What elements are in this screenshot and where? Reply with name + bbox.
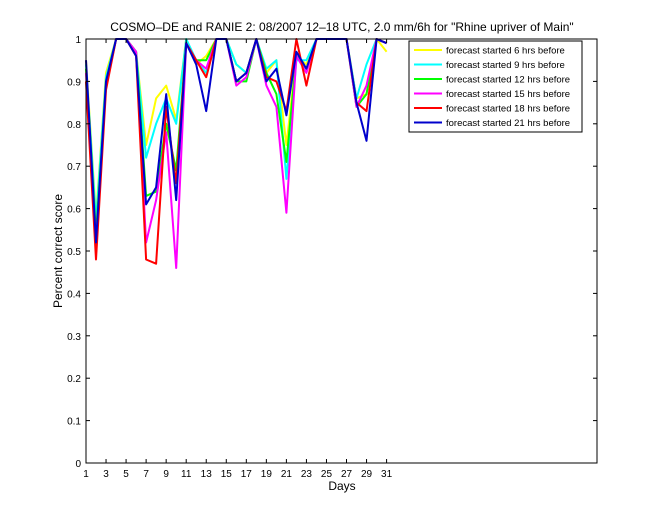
series-line-4 [85, 38, 387, 269]
y-tick-label: 0.6 [67, 205, 81, 216]
x-tick-label: 17 [241, 469, 253, 480]
x-tick-label: 9 [163, 469, 169, 480]
x-tick-label: 15 [221, 469, 233, 480]
x-tick-label: 31 [381, 469, 393, 480]
legend-entry-6: forecast started 21 hrs before [446, 118, 570, 129]
y-tick-label: 0.7 [67, 162, 81, 173]
x-axis-label: Days [328, 479, 355, 493]
x-tick-label: 25 [321, 469, 333, 480]
y-tick-label: 1 [75, 35, 81, 46]
x-tick-label: 5 [123, 469, 129, 480]
x-tick-label: 27 [341, 469, 353, 480]
chart-title: COSMO–DE and RANIE 2: 08/2007 12–18 UTC,… [110, 20, 573, 34]
y-axis-label: Percent correct score [51, 194, 65, 308]
axes: 1 3 5 7 9 11 13 15 17 19 21 23 25 27 29 3100.10.20.30.4… [67, 35, 598, 480]
x-tick-label: 19 [261, 469, 273, 480]
legend-entry-5: forecast started 18 hrs before [446, 104, 570, 115]
x-tick-label: 1 [83, 469, 89, 480]
series-line-6 [85, 38, 387, 244]
x-tick-label: 13 [201, 469, 213, 480]
legend-box [408, 40, 583, 133]
x-tick-label: 11 [181, 469, 192, 480]
legend-entry-2: forecast started 9 hrs before [446, 60, 565, 71]
legend-entry-3: forecast started 12 hrs before [446, 75, 570, 86]
y-tick-label: 0.5 [67, 247, 81, 258]
series-line-5 [85, 38, 387, 265]
x-tick-label: 23 [301, 469, 313, 480]
x-tick-label: 29 [361, 469, 373, 480]
y-tick-label: 0.3 [67, 332, 81, 343]
legend: forecast started 6 hrs before forecast st… [408, 40, 583, 133]
y-tick-label: 0 [75, 459, 81, 470]
legend-entry-1: forecast started 6 hrs before [446, 46, 565, 57]
y-tick-label: 0.2 [67, 374, 81, 385]
y-tick-label: 0.8 [67, 120, 81, 131]
y-tick-label: 0.9 [67, 77, 81, 88]
x-tick-label: 3 [103, 469, 109, 480]
plot-area [85, 38, 388, 269]
series-line-2 [85, 38, 387, 223]
y-tick-label: 0.1 [67, 417, 81, 428]
y-tick-label: 0.4 [67, 289, 81, 300]
x-tick-label: 21 [281, 469, 293, 480]
legend-entry-4: forecast started 15 hrs before [446, 89, 570, 100]
x-tick-label: 7 [143, 469, 149, 480]
series-line-3 [85, 38, 387, 235]
series-line-1 [85, 38, 388, 219]
